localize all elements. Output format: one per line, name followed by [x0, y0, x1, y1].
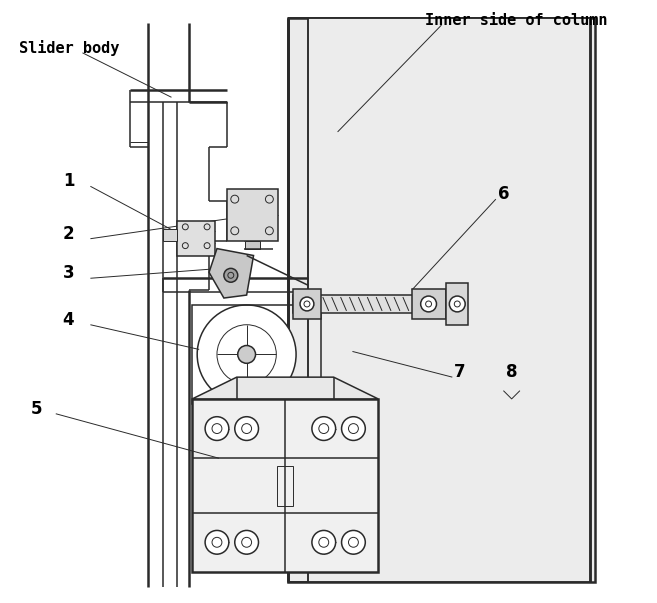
Text: Inner side of column: Inner side of column: [424, 13, 607, 28]
Circle shape: [449, 296, 465, 312]
Polygon shape: [308, 18, 590, 582]
Circle shape: [300, 297, 314, 311]
Circle shape: [420, 296, 436, 312]
Bar: [293, 289, 321, 319]
Circle shape: [238, 346, 256, 363]
Text: 1: 1: [62, 172, 74, 191]
Bar: [412, 289, 446, 319]
Bar: [293, 295, 446, 313]
Circle shape: [342, 417, 365, 440]
Circle shape: [224, 268, 238, 282]
Circle shape: [235, 417, 258, 440]
Text: 7: 7: [454, 363, 466, 381]
Circle shape: [205, 417, 229, 440]
Bar: [193, 305, 321, 404]
Text: Slider body: Slider body: [19, 40, 120, 56]
Bar: [193, 399, 378, 572]
Bar: [227, 189, 279, 241]
Text: 5: 5: [31, 400, 43, 418]
Polygon shape: [209, 248, 254, 298]
Text: 8: 8: [506, 363, 517, 381]
Bar: [277, 466, 293, 506]
Text: 3: 3: [62, 264, 74, 282]
Circle shape: [342, 531, 365, 554]
Bar: [177, 221, 215, 256]
Bar: [244, 241, 260, 248]
Polygon shape: [193, 377, 378, 399]
Text: 6: 6: [498, 185, 509, 203]
Circle shape: [197, 305, 296, 404]
Bar: [446, 283, 468, 325]
Text: 2: 2: [62, 225, 74, 242]
Circle shape: [205, 531, 229, 554]
Circle shape: [312, 417, 336, 440]
Circle shape: [235, 531, 258, 554]
Bar: [162, 229, 177, 241]
Circle shape: [312, 531, 336, 554]
Bar: [288, 18, 595, 582]
Text: 4: 4: [62, 311, 74, 329]
